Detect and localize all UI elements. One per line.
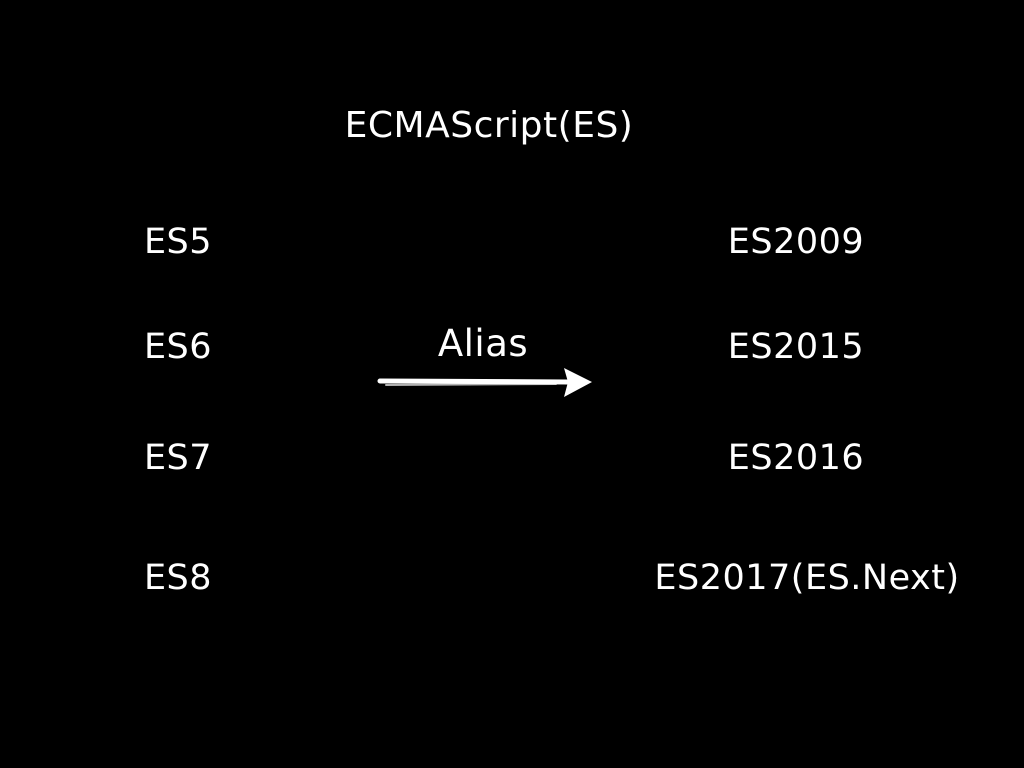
alias-es2009-label: ES2009 bbox=[727, 222, 865, 262]
right-arrow-icon bbox=[377, 368, 592, 397]
version-es8-label: ES8 bbox=[143, 558, 213, 598]
alias-es2016-label: ES2016 bbox=[727, 438, 865, 478]
alias-es2017-label: ES2017(ES.Next) bbox=[654, 558, 960, 598]
version-es7-label: ES7 bbox=[143, 438, 213, 478]
version-es5-label: ES5 bbox=[143, 222, 213, 262]
version-es6-label: ES6 bbox=[143, 327, 213, 367]
diagram-title: ECMAScript(ES) bbox=[344, 105, 634, 146]
alias-es2015-label: ES2015 bbox=[727, 327, 865, 367]
alias-connector-label: Alias bbox=[437, 322, 529, 365]
